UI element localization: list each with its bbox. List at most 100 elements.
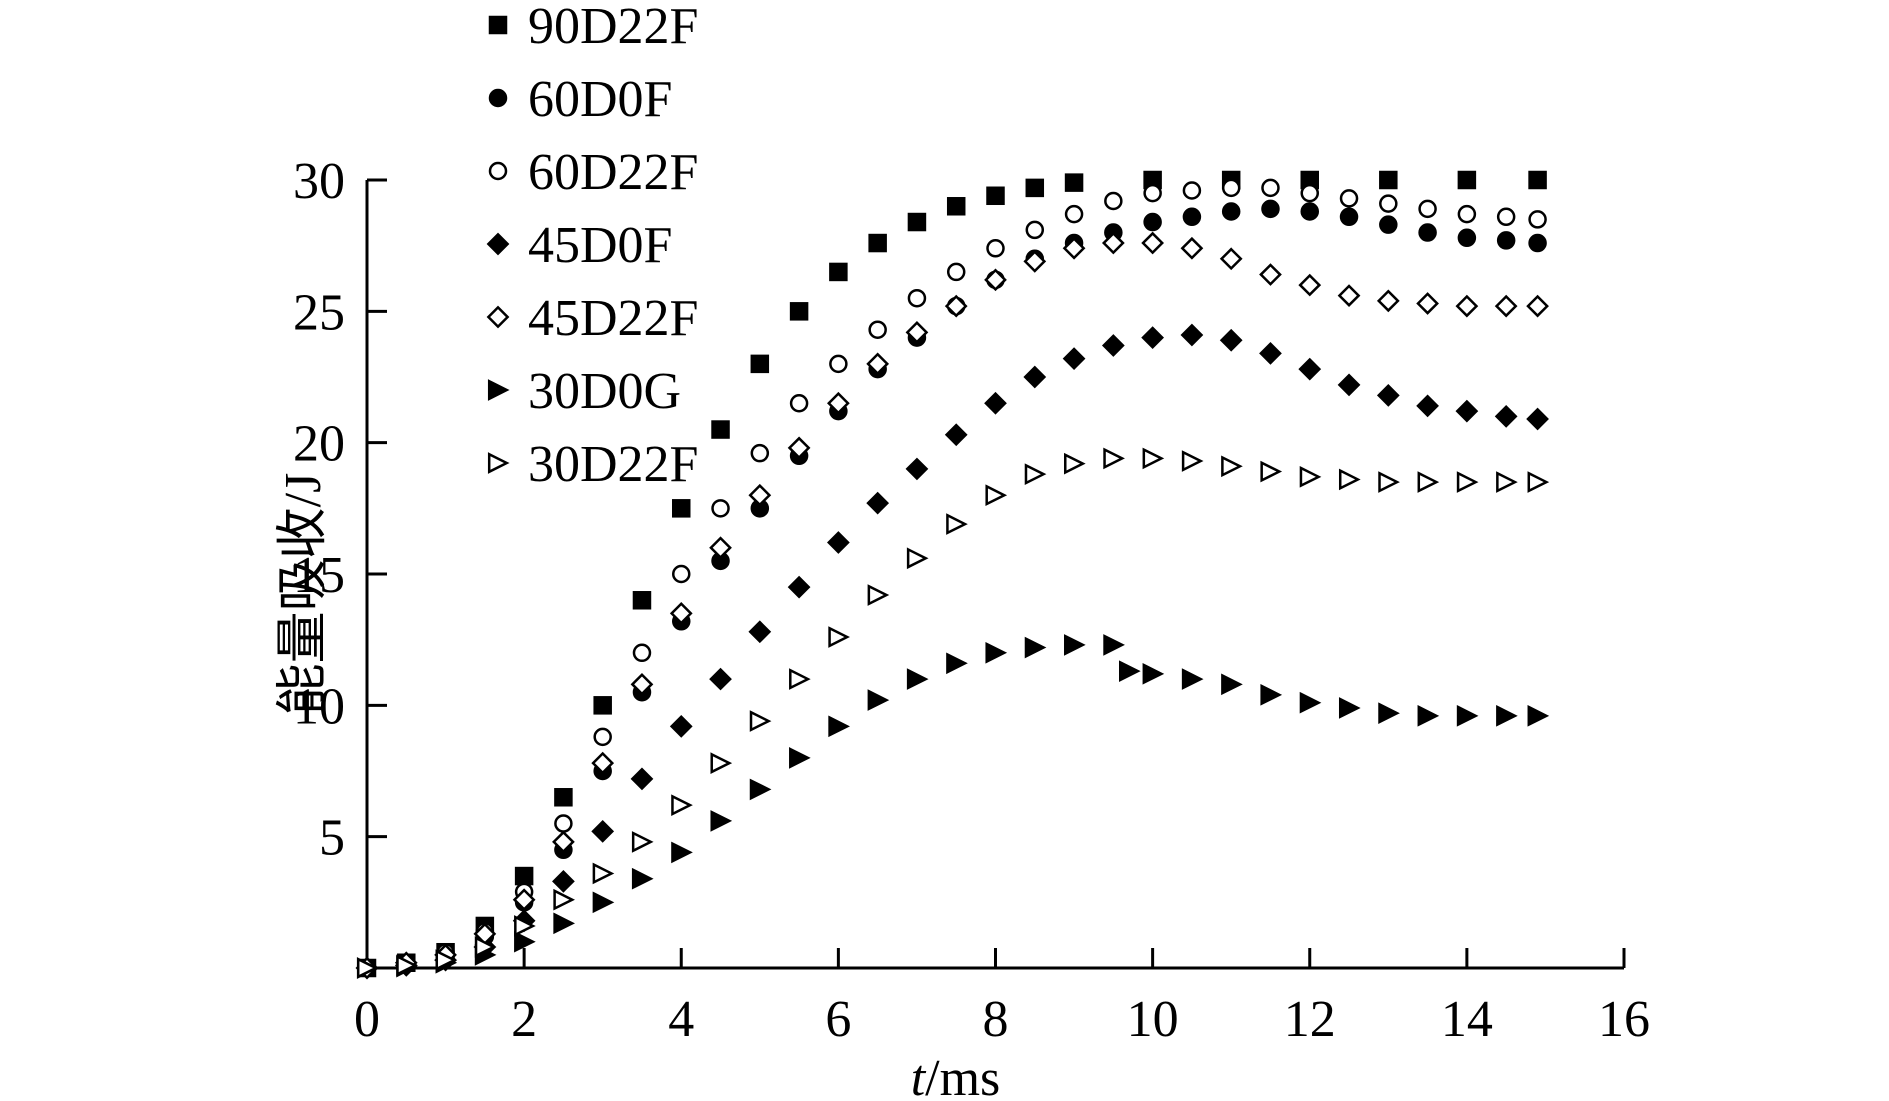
data-point-90D22F [554,788,573,807]
data-point-30D22F [1527,471,1550,493]
legend-label: 60D0F [528,71,672,128]
data-point-60D22F [1182,181,1202,200]
data-point-45D0F [1101,334,1125,357]
data-point-45D0F [1494,405,1518,428]
data-point-90D22F [711,420,730,439]
data-point-30D0G [946,652,968,675]
data-point-60D0F [1418,223,1437,242]
legend-label: 30D0G [528,363,681,420]
data-point-45D22F [1101,231,1125,255]
tick-marks [367,178,1626,968]
data-point-30D22F [1496,471,1518,493]
legend-label: 60D22F [528,144,698,201]
data-point-60D22F [1418,199,1437,219]
data-point-60D22F [829,354,848,374]
data-point-30D0G [1338,697,1361,719]
data-point-45D22F [630,672,654,696]
data-point-30D22F [514,915,536,937]
data-point-45D0F [1219,328,1243,352]
x-axis-title-var: t [911,1050,927,1101]
data-point-60D22F [868,320,887,339]
series-45D0F [355,323,1549,980]
data-point-30D22F [1299,465,1322,488]
tick-labels: 0 2 4 6 8 10 12 14 16 5 10 15 20 25 30 [293,153,1650,1048]
data-point-45D22F [748,483,772,507]
data-point-45D0F [827,531,850,554]
data-point-60D22F [672,564,691,584]
data-point-45D0F [1526,407,1549,431]
x-tick-label: 10 [1127,991,1179,1048]
data-point-30D0G [1181,668,1204,690]
data-point-30D0G [553,912,576,935]
data-point-90D22F [1528,170,1547,190]
data-point-60D22F [789,394,809,413]
y-tick-label: 25 [293,284,345,341]
data-point-45D22F [591,751,615,775]
data-point-45D0F [1180,323,1204,347]
data-point-45D0F [552,869,575,893]
data-point-60D22F [1528,210,1547,229]
data-point-90D22F [868,233,887,253]
data-point-45D22F [787,436,811,460]
data-point-30D22F [789,668,811,690]
data-point-60D22F [554,814,573,833]
data-point-60D0F [1457,228,1477,248]
data-point-60D0F [1143,212,1162,232]
data-point-60D22F [711,499,730,518]
axis-titles: t/ms 能量吸收/J [275,473,1000,1101]
data-point-90D22F [986,186,1005,206]
data-point-30D0G [906,668,929,690]
x-tick-label: 12 [1284,991,1336,1048]
data-point-30D0G [1119,660,1141,683]
data-point-30D0G [1299,691,1322,714]
data-point-90D22F [514,866,534,886]
legend-label: 45D0F [528,217,672,274]
data-point-90D22F [1457,170,1477,190]
data-point-30D22F [356,957,379,979]
data-point-90D22F [593,696,612,715]
data-point-30D22F [906,547,929,570]
y-tick-label: 15 [293,547,345,604]
data-point-45D22F [866,352,890,376]
data-point-60D22F [1496,207,1516,227]
legend-marker [487,379,510,401]
data-point-30D22F [710,752,733,774]
data-point-45D22F [1141,231,1164,255]
data-point-90D22F [907,212,927,232]
data-point-60D0F [1379,215,1398,234]
data-point-90D22F [1379,170,1398,190]
x-axis-title-unit: /ms [925,1050,1000,1101]
data-point-90D22F [1025,178,1045,198]
data-point-30D0G [1378,702,1400,725]
data-point-60D22F [1221,178,1241,198]
data-point-60D22F [593,727,612,747]
data-point-45D0F [944,423,968,447]
data-point-45D0F [1141,326,1164,349]
data-point-60D0F [1221,202,1241,221]
data-point-30D22F [631,831,654,853]
data-point-60D22F [1025,220,1045,240]
data-point-30D0G [1417,705,1440,727]
data-point-45D22F [1259,263,1282,286]
y-tick-label: 20 [293,416,345,473]
data-point-30D0G [1260,684,1283,706]
data-point-30D22F [671,794,693,816]
data-point-30D0G [1064,634,1086,656]
legend-item-45D0F: 45D0F [486,217,672,274]
legend: 90D22F 60D0F 60D22F 45D0F 45D22F 30D0G 30D22F [486,0,698,493]
data-point-45D22F [1494,294,1518,318]
data-point-30D22F [1064,452,1086,475]
data-point-45D22F [1376,289,1400,313]
legend-item-90D22F: 90D22F [488,0,698,55]
data-point-45D22F [1416,292,1439,315]
data-point-45D22F [709,536,732,560]
data-point-45D22F [552,830,575,854]
data-point-30D0G [671,841,693,864]
data-point-30D22F [1103,447,1125,470]
data-point-30D22F [1456,471,1479,493]
y-tick-label: 10 [293,678,345,735]
x-tick-label: 2 [511,991,537,1048]
data-point-45D0F [748,620,772,644]
data-point-45D0F [1455,399,1479,423]
legend-item-30D0G: 30D0G [487,363,681,420]
